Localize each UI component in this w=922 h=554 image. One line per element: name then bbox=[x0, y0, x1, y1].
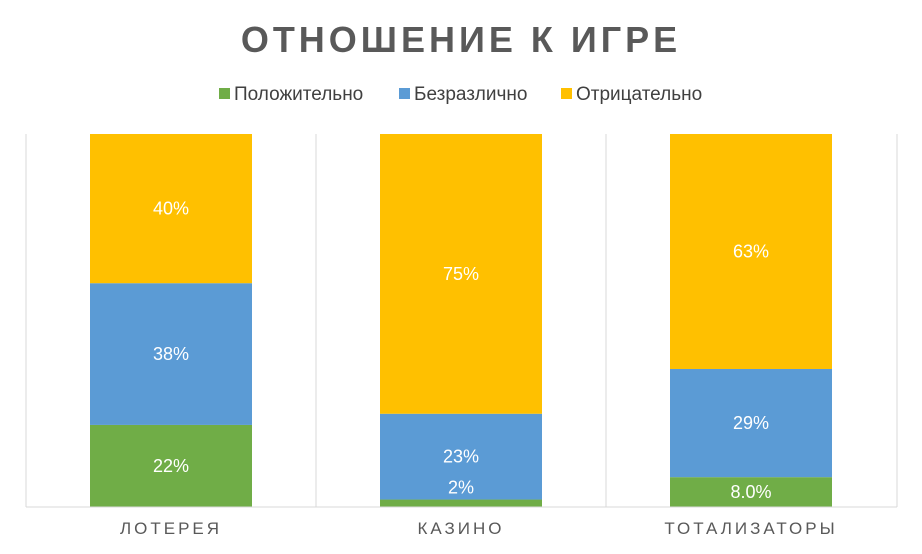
data-label-1-0: 2% bbox=[448, 478, 474, 498]
data-labels: 22% 38% 40% 2% 23% 75% 8.0% 29% 63% bbox=[153, 199, 772, 502]
bar-1-2 bbox=[380, 134, 542, 414]
legend-swatch-0 bbox=[219, 88, 230, 99]
bars bbox=[90, 134, 832, 507]
data-label-2-1: 29% bbox=[733, 413, 769, 433]
bar-2-2 bbox=[670, 134, 832, 369]
legend-label-2: Отрицательно bbox=[576, 84, 702, 105]
data-label-1-1: 23% bbox=[443, 447, 479, 467]
bar-2-1 bbox=[670, 368, 832, 478]
data-label-0-2: 40% bbox=[153, 199, 189, 219]
legend-label-0: Положительно bbox=[234, 84, 363, 105]
bar-0-0 bbox=[90, 424, 252, 507]
bar-2-0 bbox=[670, 477, 832, 507]
chart-title: ОТНОШЕНИЕ К ИГРЕ bbox=[241, 19, 681, 60]
bar-1-0 bbox=[380, 499, 542, 507]
bar-0-1 bbox=[90, 283, 252, 425]
data-label-0-1: 38% bbox=[153, 344, 189, 364]
category-label-0: ЛОТЕРЕЯ bbox=[120, 519, 222, 538]
data-label-1-2: 75% bbox=[443, 264, 479, 284]
legend-label-1: Безразлично bbox=[414, 84, 527, 105]
category-labels: ЛОТЕРЕЯ КАЗИНО ТОТАЛИЗАТОРЫ bbox=[120, 519, 837, 538]
data-label-2-0: 8.0% bbox=[730, 482, 771, 502]
legend-swatch-2 bbox=[561, 88, 572, 99]
category-label-2: ТОТАЛИЗАТОРЫ bbox=[664, 519, 837, 538]
legend-swatch-1 bbox=[399, 88, 410, 99]
category-label-1: КАЗИНО bbox=[417, 519, 504, 538]
bar-0-2 bbox=[90, 134, 252, 284]
data-label-0-0: 22% bbox=[153, 456, 189, 476]
gridlines bbox=[25, 134, 898, 507]
legend: Положительно Безразлично Отрицательно bbox=[219, 84, 702, 105]
data-label-2-2: 63% bbox=[733, 241, 769, 261]
bar-1-1 bbox=[380, 413, 542, 500]
